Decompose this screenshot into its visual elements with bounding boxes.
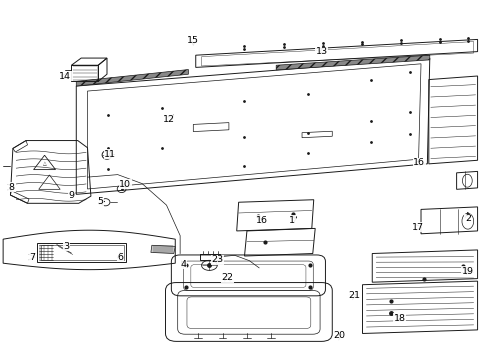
Text: 7: 7 — [29, 253, 35, 262]
Polygon shape — [276, 55, 429, 70]
Text: 6: 6 — [117, 253, 123, 262]
Text: 1: 1 — [289, 216, 295, 225]
Text: 16: 16 — [412, 158, 424, 167]
Polygon shape — [76, 69, 188, 86]
Text: 19: 19 — [461, 267, 473, 276]
Text: △: △ — [42, 161, 46, 166]
Text: 15: 15 — [187, 36, 199, 45]
Text: 10: 10 — [119, 180, 131, 189]
Text: 12: 12 — [163, 115, 175, 124]
Polygon shape — [151, 245, 175, 253]
Text: 3: 3 — [63, 242, 69, 251]
Text: 22: 22 — [221, 273, 233, 282]
Text: 5: 5 — [98, 197, 103, 206]
Text: 21: 21 — [347, 291, 360, 300]
Text: 16: 16 — [255, 216, 267, 225]
Text: 20: 20 — [333, 332, 345, 341]
Text: 11: 11 — [104, 150, 116, 159]
Text: 13: 13 — [315, 47, 327, 56]
Text: 4: 4 — [180, 260, 186, 269]
Text: 8: 8 — [8, 183, 14, 192]
Text: 17: 17 — [411, 223, 423, 232]
Text: 14: 14 — [59, 72, 71, 81]
Text: 2: 2 — [464, 214, 470, 223]
Text: 9: 9 — [68, 190, 74, 199]
Text: 18: 18 — [393, 314, 405, 323]
Text: 23: 23 — [211, 255, 224, 264]
